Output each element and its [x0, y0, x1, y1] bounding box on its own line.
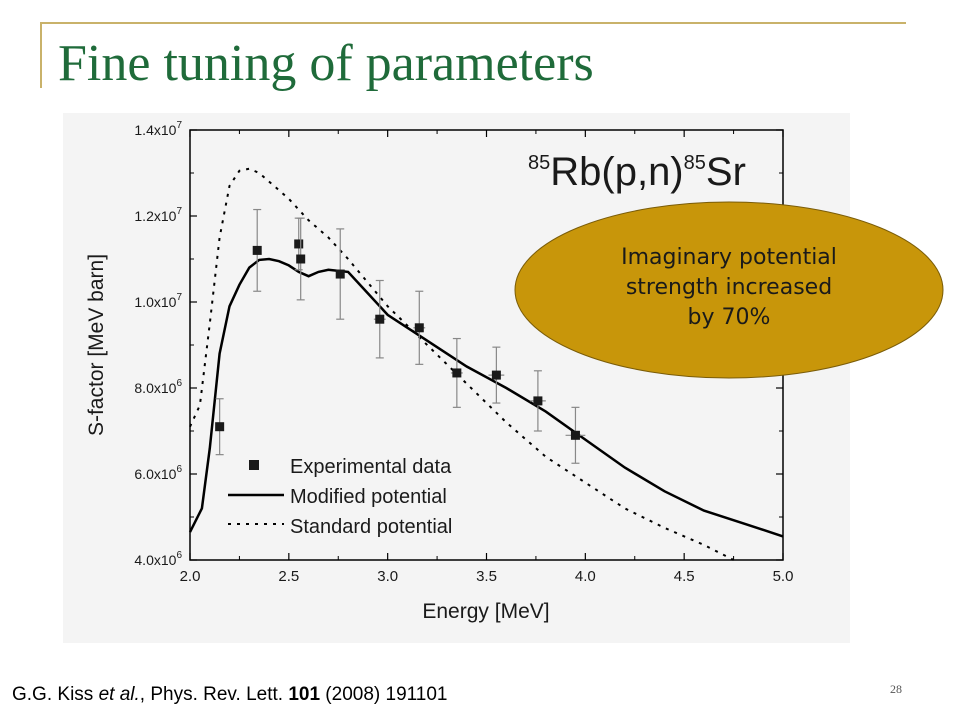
- reaction-projectile: Rb(p,n): [550, 150, 683, 194]
- y-tick-label: 1.0x107: [134, 292, 182, 310]
- title-rule-horizontal: [40, 22, 906, 24]
- series-modified-potential: [188, 257, 784, 538]
- y-tick-label: 8.0x106: [134, 378, 182, 396]
- x-tick-label: 3.5: [476, 568, 497, 585]
- slide-title: Fine tuning of parameters: [58, 35, 594, 92]
- page-number: 28: [890, 682, 902, 696]
- x-tick-label: 4.5: [674, 568, 695, 585]
- s-factor-chart: 2.0 2.5 3.0 3.5 4.0 4.5 5.0 4.0x106 6.0x106 8.0x1…: [85, 120, 793, 623]
- data-point: [491, 370, 501, 380]
- x-tick-label: 2.0: [180, 568, 201, 585]
- data-point: [252, 245, 262, 255]
- callout-line-2: strength increased: [625, 275, 833, 300]
- callout: Imaginary potential strength increased b…: [505, 243, 953, 333]
- legend: Experimental data Modified potential Sta…: [228, 456, 452, 538]
- citation: G.G. Kiss et al., Phys. Rev. Lett. 101 (…: [12, 684, 448, 706]
- callout-line-3: by 70%: [687, 305, 771, 330]
- data-point: [294, 239, 304, 249]
- y-tick-label: 1.2x107: [134, 206, 182, 224]
- experimental-points: [215, 208, 586, 464]
- x-tick-label: 5.0: [773, 568, 794, 585]
- axis-ticks: 2.0 2.5 3.0 3.5 4.0 4.5 5.0 4.0x106 6.0x106 8.0x1…: [134, 120, 793, 585]
- data-point: [215, 422, 225, 432]
- y-axis-label: S-factor [MeV barn]: [85, 254, 108, 436]
- y-tick-label: 1.4x107: [134, 120, 182, 138]
- citation-journal: , Phys. Rev. Lett.: [139, 684, 289, 705]
- x-tick-label: 3.0: [377, 568, 398, 585]
- x-tick-label: 2.5: [278, 568, 299, 585]
- data-point: [533, 396, 543, 406]
- reaction-mass-2: 85: [684, 152, 706, 174]
- data-point: [570, 430, 580, 440]
- series-standard-potential: [189, 167, 735, 561]
- y-tick-label: 4.0x106: [134, 550, 182, 568]
- data-point: [414, 323, 424, 333]
- title-rule-vertical: [40, 22, 42, 88]
- callout-ellipse: [514, 201, 944, 379]
- curves: [188, 167, 784, 561]
- data-point: [296, 254, 306, 264]
- y-tick-label: 6.0x106: [134, 464, 182, 482]
- legend-marker-experimental: [249, 460, 259, 470]
- x-axis-label: Energy [MeV]: [422, 600, 549, 623]
- callout-shape: [514, 201, 944, 379]
- x-tick-label: 4.0: [575, 568, 596, 585]
- reaction-product: Sr: [706, 150, 746, 194]
- data-point: [375, 314, 385, 324]
- legend-label-standard: Standard potential: [290, 516, 452, 538]
- callout-text: Imaginary potential strength increased b…: [505, 243, 953, 333]
- citation-etal: et al.: [98, 684, 140, 705]
- citation-authors: G.G. Kiss: [12, 684, 99, 705]
- legend-label-modified: Modified potential: [290, 486, 447, 508]
- legend-label-experimental: Experimental data: [290, 456, 452, 478]
- citation-rest: (2008) 191101: [320, 684, 448, 705]
- data-point: [452, 368, 462, 378]
- reaction-label: 85Rb(p,n)85Sr: [528, 150, 746, 194]
- callout-line-1: Imaginary potential: [621, 245, 837, 270]
- citation-volume: 101: [288, 684, 321, 705]
- reaction-mass-1: 85: [528, 152, 550, 174]
- data-point: [335, 269, 345, 279]
